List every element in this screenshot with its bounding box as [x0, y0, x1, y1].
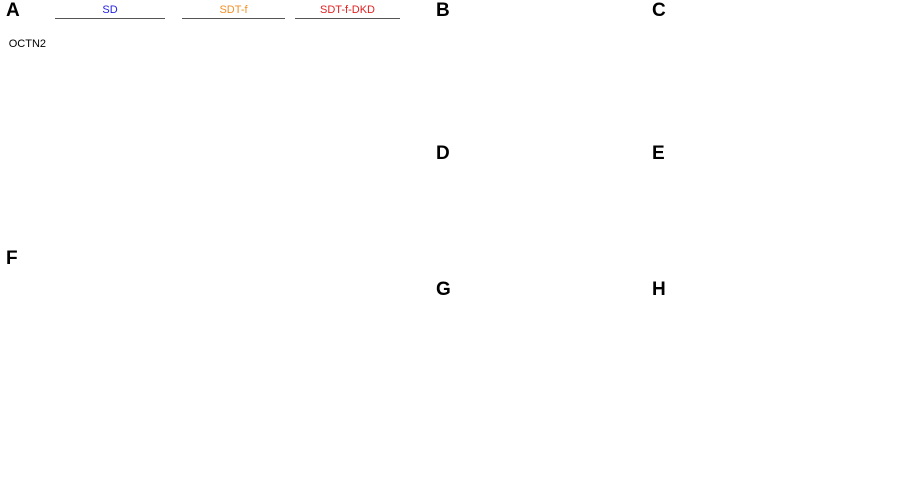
group-line: [295, 18, 400, 19]
group-line: [55, 18, 165, 19]
blot-row-label: OCTN2: [8, 37, 46, 50]
panel-label-d: D: [436, 143, 450, 164]
group-label-sdt-f: SDT-f: [219, 4, 248, 16]
group-line: [182, 18, 285, 19]
panel-label-a: A: [6, 0, 20, 21]
panel-label-h: H: [652, 279, 666, 300]
panel-label-f: F: [6, 248, 18, 269]
group-label-sd: SD: [102, 4, 118, 16]
panel-label-c: C: [652, 0, 666, 21]
group-label-sdt-f-dkd: SDT-f-DKD: [320, 4, 375, 16]
panel-label-g: G: [436, 279, 451, 300]
panel-label-e: E: [652, 143, 665, 164]
panel-label-b: B: [436, 0, 450, 21]
